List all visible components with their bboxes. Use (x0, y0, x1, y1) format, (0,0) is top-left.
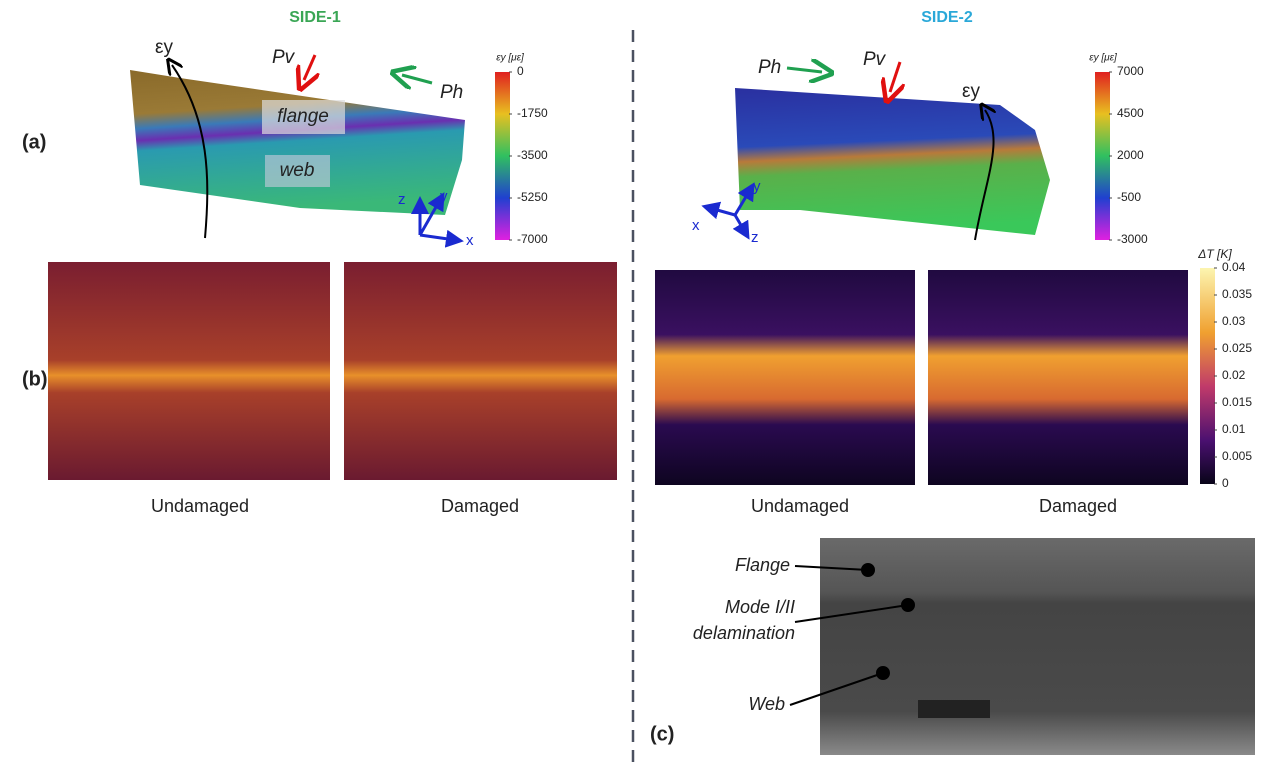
axis-label: y (440, 188, 448, 205)
label: delamination (693, 623, 795, 643)
colorbar-title: εy [με] (496, 53, 524, 64)
colorbar-tick-label: 0.03 (1222, 314, 1246, 328)
colorbar-tick-label: -3000 (1117, 232, 1148, 246)
axis-label: x (692, 217, 700, 234)
arrow (304, 55, 315, 80)
axis-label: y (753, 178, 761, 195)
colorbar-tick-label: 7000 (1117, 64, 1144, 78)
colorbar-tick-label: 0.015 (1222, 395, 1252, 409)
photo (820, 538, 1255, 755)
colorbar-title: ΔT [K] (1197, 247, 1232, 261)
caption: Damaged (441, 496, 519, 516)
colorbar-tick-label: -5250 (517, 190, 548, 204)
arrow (787, 68, 822, 72)
strain-field (735, 88, 1050, 235)
colorbar-tick-label: 0 (1222, 476, 1229, 490)
colorbar-tick-label: 0.025 (1222, 341, 1252, 355)
colorbar-tick-label: 0.01 (1222, 422, 1246, 436)
label: Pv (272, 47, 296, 68)
figure: SIDE-1 SIDE-2 (a) (b) (c) flange web εy … (0, 0, 1268, 767)
panel-label: (c) (650, 723, 674, 745)
label: web (280, 160, 315, 181)
colorbar-tick-label: -1750 (517, 106, 548, 120)
arrow (402, 75, 432, 83)
colorbar-ticks: 0 -1750 -3500 -5250 -7000 (509, 64, 548, 246)
axis-label: z (751, 229, 759, 246)
label: Pv (863, 49, 887, 70)
label: εy (155, 37, 173, 58)
colorbar (1200, 268, 1215, 484)
colorbar-tick-label: -500 (1117, 190, 1141, 204)
caption: Undamaged (151, 496, 249, 516)
colorbar-ticks: 7000 4500 2000 -500 -3000 (1109, 64, 1148, 246)
colorbar-tick-label: -3500 (517, 148, 548, 162)
colorbar (495, 72, 510, 240)
colorbar-tick-label: 0.02 (1222, 368, 1246, 382)
label: Flange (735, 555, 790, 575)
colorbar-ticks: 0.04 0.035 0.03 0.025 0.02 0.015 0.01 0.005 0 (1214, 260, 1252, 490)
colorbar (1095, 72, 1110, 240)
caption: Damaged (1039, 496, 1117, 516)
colorbar-tick-label: 2000 (1117, 148, 1144, 162)
axis-label: z (398, 191, 406, 208)
colorbar-tick-label: 4500 (1117, 106, 1144, 120)
label: Web (748, 694, 785, 714)
side-title: SIDE-1 (289, 9, 341, 26)
thermal-image (928, 270, 1188, 485)
colorbar-tick-label: 0.035 (1222, 287, 1252, 301)
colorbar-tick-label: 0.005 (1222, 449, 1252, 463)
strain-field (130, 70, 465, 215)
photo-detail (918, 700, 990, 718)
label: Ph (440, 82, 463, 103)
thermal-image (48, 262, 330, 480)
colorbar-tick-label: 0 (517, 64, 524, 78)
panel-label: (b) (22, 368, 48, 390)
label: εy (962, 81, 980, 102)
arrow (890, 62, 900, 92)
side-title: SIDE-2 (921, 9, 973, 26)
label: flange (277, 106, 329, 127)
thermal-image (655, 270, 915, 485)
thermal-image (344, 262, 617, 480)
axis-label: x (466, 232, 474, 249)
label: Mode I/II (725, 597, 795, 617)
label: Ph (758, 57, 781, 78)
panel-label: (a) (22, 131, 46, 153)
colorbar-tick-label: 0.04 (1222, 260, 1246, 274)
caption: Undamaged (751, 496, 849, 516)
colorbar-tick-label: -7000 (517, 232, 548, 246)
colorbar-title: εy [με] (1089, 53, 1117, 64)
